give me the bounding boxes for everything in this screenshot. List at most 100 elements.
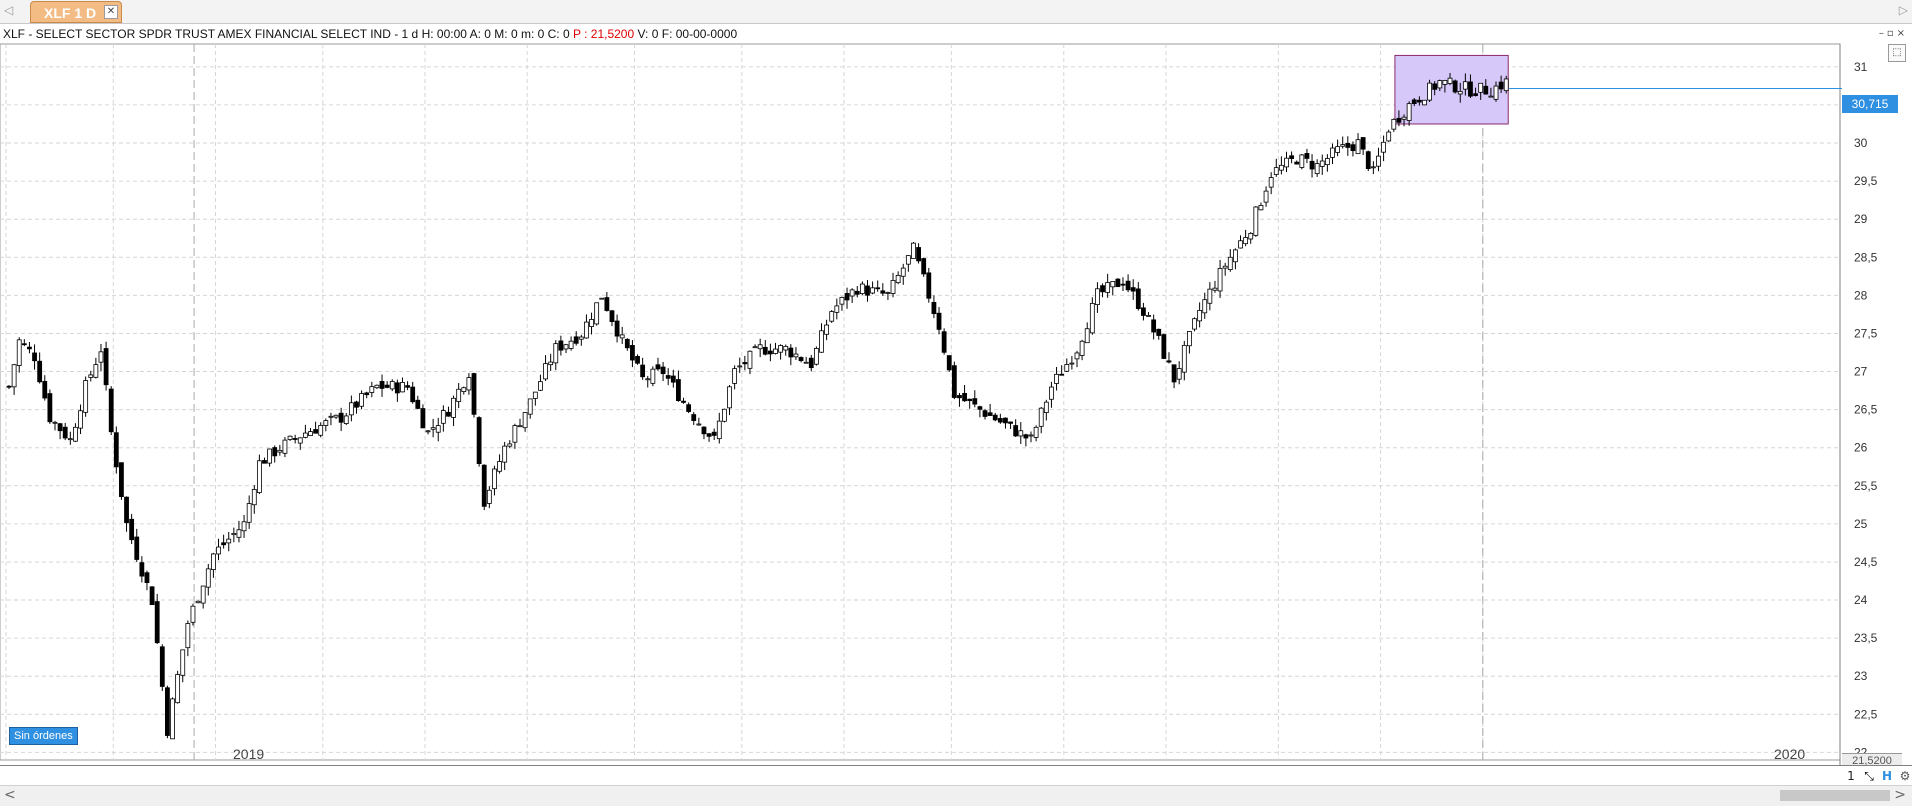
candle-body bbox=[517, 425, 523, 428]
symbol-description: XLF - SELECT SECTOR SPDR TRUST AMEX FINA… bbox=[3, 27, 399, 41]
candle-body bbox=[1115, 278, 1121, 288]
candle-body bbox=[706, 433, 712, 437]
candle-body bbox=[165, 687, 170, 736]
candle-body bbox=[512, 425, 518, 443]
candle-body bbox=[1181, 344, 1187, 373]
candle-body bbox=[333, 414, 339, 418]
horizontal-scrollbar[interactable]: < > bbox=[0, 785, 1912, 806]
candle-body bbox=[1381, 141, 1386, 153]
candle-body bbox=[471, 373, 477, 415]
y-tick-label: 25,5 bbox=[1854, 479, 1878, 493]
candle-body bbox=[1304, 153, 1310, 159]
candle-body bbox=[1355, 139, 1361, 155]
candle-body bbox=[594, 302, 600, 325]
candle-body bbox=[1212, 287, 1218, 291]
candle-body bbox=[262, 460, 267, 464]
tab-scroll-right-icon[interactable]: ▷ bbox=[1898, 3, 1908, 17]
candle-body bbox=[573, 336, 579, 344]
y-tick-label: 23 bbox=[1854, 669, 1868, 683]
ohlc-values: 1 d H: 00:00 A: 0 M: 0 m: 0 C: 0 bbox=[401, 27, 570, 41]
candle-body bbox=[272, 447, 278, 457]
candle-body bbox=[727, 386, 732, 409]
candle-body bbox=[159, 646, 165, 687]
candle-body bbox=[1468, 81, 1473, 97]
candle-body bbox=[476, 417, 482, 464]
candle-body bbox=[302, 432, 308, 438]
zoom-icon[interactable]: ⤡ bbox=[1864, 769, 1874, 783]
y-tick-label: 27 bbox=[1854, 365, 1868, 379]
candle-body bbox=[568, 340, 574, 349]
candle-body bbox=[185, 623, 191, 649]
candle-body bbox=[456, 388, 462, 402]
count-icon[interactable]: 1 bbox=[1847, 769, 1855, 783]
candle-body bbox=[83, 380, 89, 413]
candle-body bbox=[216, 546, 221, 555]
candle-body bbox=[1125, 280, 1131, 291]
candle-body bbox=[231, 533, 237, 536]
candle-body bbox=[277, 449, 283, 453]
y-tick-label: 26 bbox=[1854, 441, 1868, 455]
candle-body bbox=[895, 275, 901, 284]
y-tick-label: 30 bbox=[1854, 136, 1868, 150]
settings-icon[interactable]: ⚙ bbox=[1899, 769, 1911, 783]
candle-body bbox=[997, 418, 1003, 423]
candle-body bbox=[267, 448, 273, 464]
scroll-thumb[interactable] bbox=[1780, 790, 1890, 801]
candle-body bbox=[400, 382, 405, 393]
close-icon[interactable]: ✕ bbox=[104, 5, 118, 19]
candle-body bbox=[1202, 299, 1208, 314]
candle-body bbox=[1217, 268, 1223, 292]
candle-body bbox=[635, 356, 640, 364]
candle-body bbox=[1473, 93, 1478, 96]
candle-body bbox=[374, 384, 380, 389]
candle-body bbox=[916, 247, 921, 262]
candle-body bbox=[236, 529, 242, 538]
bars-icon[interactable]: H bbox=[1881, 769, 1893, 783]
candle-body bbox=[1089, 302, 1095, 334]
candle-body bbox=[665, 375, 671, 379]
expand-icon[interactable]: ⬚ bbox=[1888, 44, 1906, 62]
candle-body bbox=[328, 415, 334, 418]
candle-body bbox=[548, 361, 554, 366]
candle-body bbox=[558, 340, 564, 351]
candle-body bbox=[849, 289, 855, 297]
candle-body bbox=[946, 355, 952, 371]
candle-body bbox=[113, 432, 119, 468]
candle-body bbox=[783, 345, 789, 351]
candle-body bbox=[1370, 166, 1376, 169]
candle-body bbox=[1309, 160, 1315, 170]
candle-body bbox=[497, 461, 502, 472]
candle-body bbox=[1442, 79, 1448, 85]
candle-body bbox=[1432, 83, 1438, 90]
candle-body bbox=[313, 429, 319, 434]
window-controls[interactable]: –▫× bbox=[1878, 28, 1908, 39]
candle-body bbox=[645, 378, 651, 381]
candle-body bbox=[1038, 407, 1044, 427]
candle-body bbox=[359, 393, 364, 407]
y-tick-label: 26,5 bbox=[1854, 403, 1878, 417]
candle-body bbox=[93, 364, 99, 378]
candle-body bbox=[323, 420, 329, 426]
candle-body bbox=[716, 420, 722, 440]
scroll-left-icon[interactable]: < bbox=[4, 787, 16, 803]
candle-body bbox=[1023, 434, 1029, 439]
candle-body bbox=[1273, 167, 1279, 175]
candle-body bbox=[78, 410, 83, 429]
current-price-tag: 30,715 bbox=[1842, 95, 1898, 113]
candle-body bbox=[180, 649, 186, 676]
candle-body bbox=[88, 374, 94, 378]
candle-body bbox=[73, 426, 78, 442]
candle-body bbox=[624, 338, 630, 349]
candle-body bbox=[103, 348, 109, 386]
candle-body bbox=[124, 496, 129, 524]
tab-xlf-1d[interactable]: XLF 1 D ✕ bbox=[30, 1, 122, 23]
candle-body bbox=[859, 283, 865, 295]
scroll-right-icon[interactable]: > bbox=[1894, 787, 1906, 803]
candle-body bbox=[1095, 288, 1100, 306]
candle-body bbox=[57, 423, 63, 432]
candle-body bbox=[1294, 161, 1300, 165]
candle-body bbox=[1192, 318, 1197, 330]
candle-body bbox=[175, 674, 181, 704]
tab-scroll-left-icon[interactable]: ◁ bbox=[4, 3, 14, 17]
